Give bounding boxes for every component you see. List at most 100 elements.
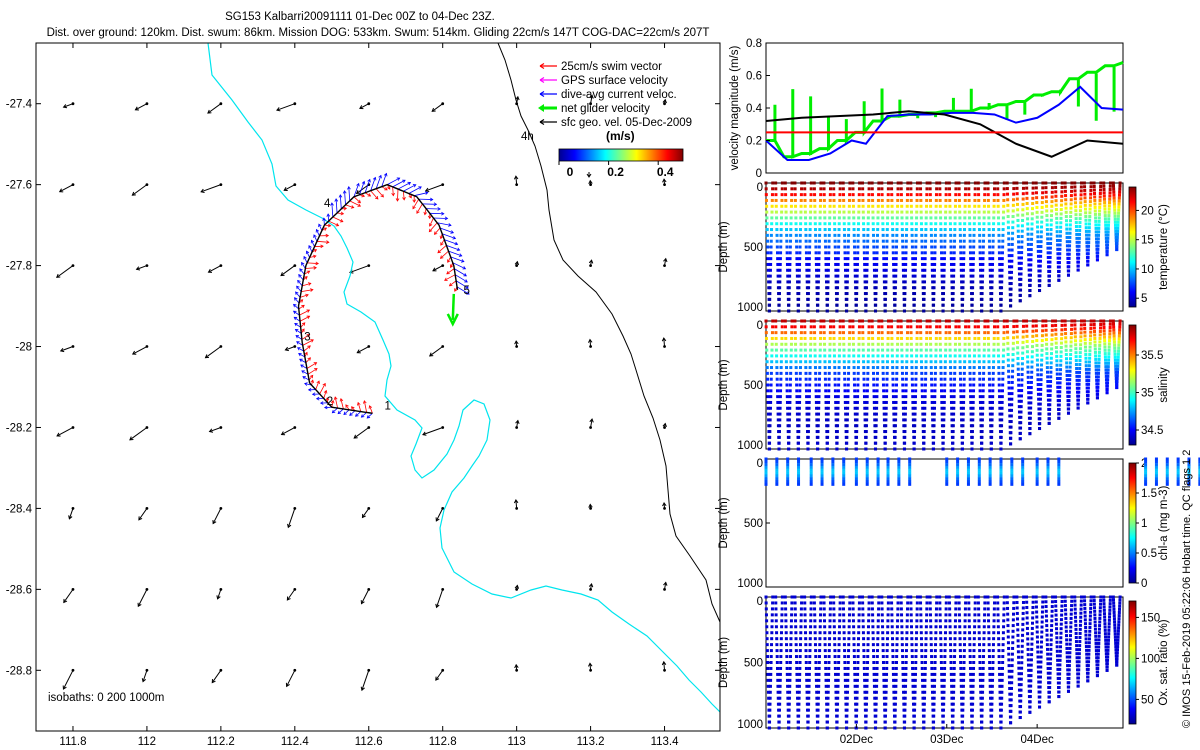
salinity-point <box>971 418 975 422</box>
temperature-point <box>835 309 839 313</box>
temperature-point <box>884 280 888 284</box>
oxygen-point <box>822 607 826 611</box>
oxygen-point <box>863 678 867 682</box>
temperature-point <box>783 181 787 185</box>
temperature-point <box>832 187 836 191</box>
salinity-point <box>1010 403 1014 407</box>
temperature-point <box>1112 199 1116 203</box>
oxygen-point <box>876 643 880 647</box>
temperature-point <box>1015 186 1019 190</box>
temperature-point <box>1021 186 1025 190</box>
salinity-point <box>1074 355 1078 359</box>
salinity-point <box>1006 341 1010 345</box>
chla-point <box>786 474 790 478</box>
temperature-point <box>903 297 907 301</box>
salinity-point <box>942 395 946 399</box>
legend-gps-label: GPS surface velocity <box>561 75 668 87</box>
salinity-point <box>1114 367 1118 371</box>
geo-vector <box>362 508 370 518</box>
salinity-point <box>1038 417 1042 421</box>
salinity-point <box>777 441 781 445</box>
oxygen-point <box>846 678 850 682</box>
salinity-point <box>1000 395 1004 399</box>
temperature-point <box>920 228 924 232</box>
temperature-point <box>1089 185 1093 189</box>
salinity-point <box>910 377 914 381</box>
temperature-point <box>1048 260 1052 264</box>
salinity-point <box>938 336 942 340</box>
salinity-point <box>886 342 890 346</box>
temperature-point <box>1089 188 1093 192</box>
salinity-cbar-tick-label: 35 <box>1141 388 1154 400</box>
salinity-point <box>1055 376 1059 380</box>
salinity-point <box>894 418 898 422</box>
oxygen-point <box>770 625 774 629</box>
temperature-point <box>863 280 867 284</box>
salinity-point <box>1099 326 1103 330</box>
temperature-point <box>787 292 791 296</box>
temperature-point <box>1098 195 1102 199</box>
temperature-point <box>932 297 936 301</box>
temperature-point <box>930 262 934 266</box>
oxygen-point <box>780 607 784 611</box>
oxygen-point <box>856 661 860 664</box>
temperature-point <box>826 280 830 284</box>
salinity-point <box>822 336 826 340</box>
temperature-point <box>843 239 847 243</box>
legend-current: dive-avg current veloc. <box>539 89 677 101</box>
temperature-point <box>1077 248 1081 252</box>
swim-vector <box>392 186 394 196</box>
temperature-point <box>884 262 888 266</box>
oxygen-point <box>864 702 868 706</box>
salinity-point <box>1007 392 1011 396</box>
temperature-point <box>1002 198 1006 202</box>
temperature-point <box>847 210 851 214</box>
temperature-point <box>953 210 957 214</box>
salinity-point <box>964 325 968 329</box>
salinity-point <box>1104 374 1108 378</box>
geo-vector-head <box>588 582 594 588</box>
temperature-point <box>1088 200 1092 204</box>
temperature-point <box>1035 201 1039 205</box>
temperature-point <box>1034 181 1038 185</box>
temperature-point <box>824 274 828 278</box>
legend-gps: GPS surface velocity <box>539 75 668 87</box>
salinity-point <box>952 412 956 416</box>
chla-point <box>1144 457 1148 461</box>
salinity-point <box>922 424 926 428</box>
salinity-ylabel: Depth (m) <box>718 359 730 410</box>
temperature-point <box>990 286 994 290</box>
temperature-point <box>813 216 817 220</box>
temperature-point <box>857 193 861 197</box>
salinity-point <box>1089 319 1093 323</box>
temperature-point <box>900 204 904 208</box>
salinity-point <box>832 319 836 323</box>
temperature-point <box>892 280 896 284</box>
salinity-point <box>838 336 842 340</box>
temperature-point <box>919 187 923 191</box>
temperature-point <box>1068 235 1072 239</box>
salinity-point <box>784 348 788 352</box>
temperature-point <box>794 233 798 237</box>
salinity-point <box>882 412 886 416</box>
oxygen-point <box>834 678 838 682</box>
temperature-point <box>1016 235 1020 239</box>
salinity-point <box>798 377 802 381</box>
oxygen-point <box>798 672 802 676</box>
salinity-point <box>1050 342 1054 346</box>
chla-point <box>775 468 779 472</box>
temperature-point <box>1108 197 1112 201</box>
oxygen-point <box>766 672 770 676</box>
temperature-point <box>796 303 800 307</box>
temperature-point <box>959 257 963 261</box>
temperature-point <box>862 257 866 261</box>
oxygen-point <box>871 619 875 623</box>
temperature-point <box>1097 226 1101 230</box>
salinity-point <box>1059 354 1063 358</box>
geo-vector-head <box>68 515 73 520</box>
salinity-point <box>906 331 910 335</box>
salinity-point <box>795 395 799 399</box>
swim-vector <box>370 190 379 200</box>
salinity-point <box>929 371 933 375</box>
salinity-point <box>1117 334 1121 338</box>
